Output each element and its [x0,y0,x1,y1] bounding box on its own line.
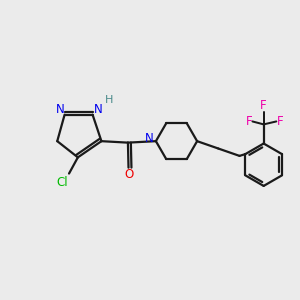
Text: O: O [124,168,133,181]
Text: N: N [56,103,64,116]
Text: Cl: Cl [57,176,68,189]
Text: N: N [94,103,102,116]
Text: H: H [105,95,113,105]
Text: F: F [277,115,283,128]
Text: F: F [260,99,267,112]
Text: F: F [246,115,252,128]
Text: N: N [145,132,154,145]
